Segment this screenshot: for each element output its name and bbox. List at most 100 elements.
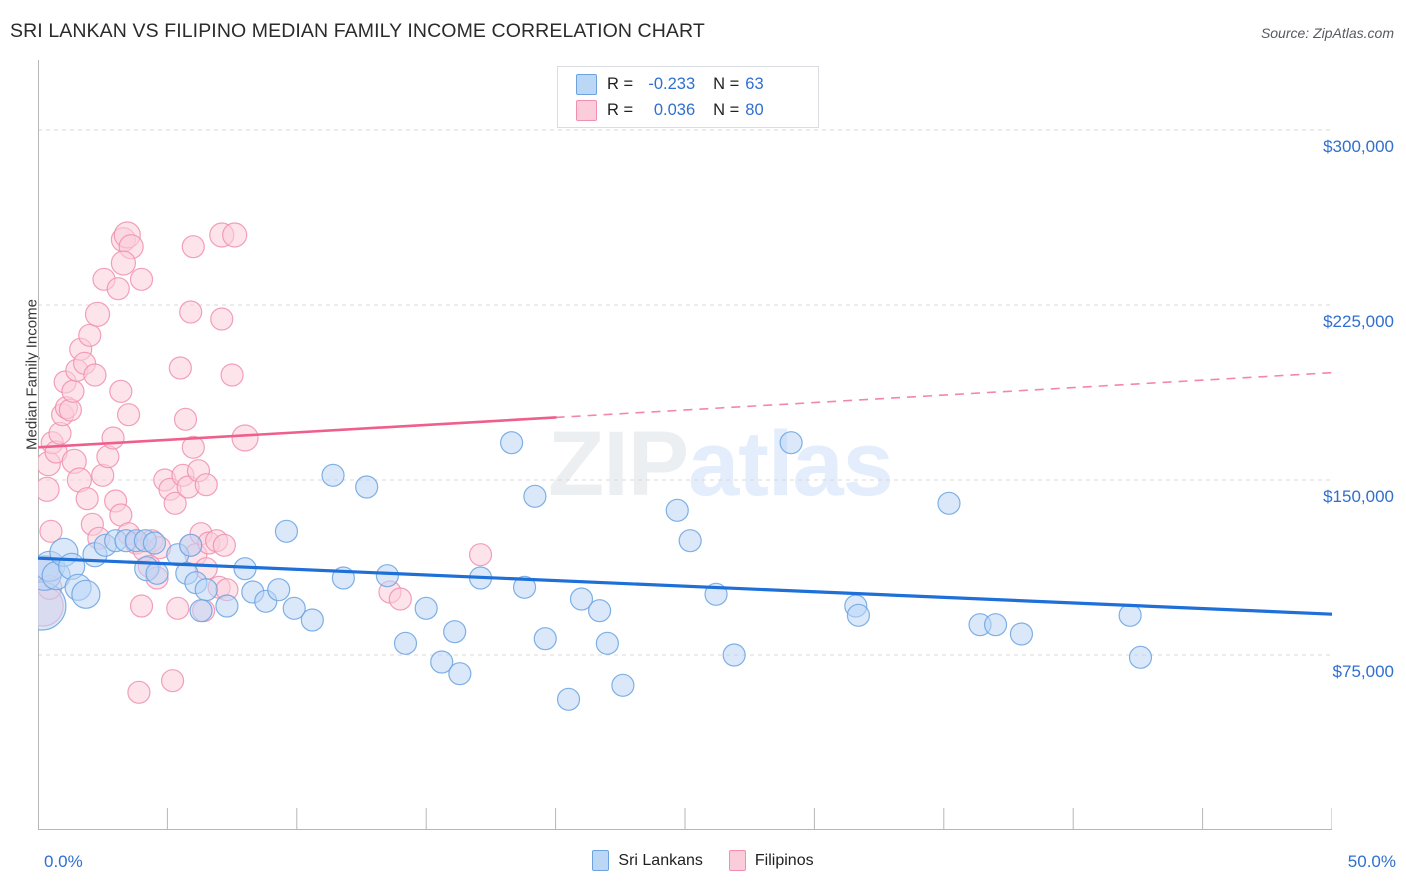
data-point[interactable] (846, 603, 871, 627)
data-point[interactable] (83, 363, 107, 387)
y-tick-label-3: $75,000 (1332, 662, 1394, 681)
data-point[interactable] (38, 476, 60, 502)
legend-n-value-sri-lankans: 63 (745, 74, 764, 93)
legend-n-label-1: N = (713, 74, 740, 93)
data-point[interactable] (587, 599, 612, 623)
y-tick-label-2: $150,000 (1323, 487, 1394, 506)
legend-r-value-sri-lankans: -0.233 (648, 74, 696, 93)
data-point[interactable] (173, 407, 198, 431)
data-point[interactable] (569, 587, 594, 611)
data-point[interactable] (194, 578, 218, 602)
data-point[interactable] (595, 631, 619, 655)
data-point[interactable] (160, 669, 185, 693)
data-point[interactable] (215, 594, 239, 618)
data-point[interactable] (321, 463, 345, 487)
data-point[interactable] (106, 277, 130, 301)
data-point[interactable] (181, 235, 205, 259)
data-point[interactable] (75, 487, 99, 511)
x-tick-label-max: 50.0% (1347, 852, 1396, 871)
data-point[interactable] (983, 613, 1008, 637)
data-point[interactable] (110, 250, 137, 276)
data-point[interactable] (181, 435, 205, 459)
legend-n-value-filipinos: 80 (745, 100, 764, 119)
data-point[interactable] (163, 491, 187, 515)
data-point[interactable] (282, 596, 306, 620)
data-point[interactable] (430, 650, 454, 674)
data-point[interactable] (166, 596, 190, 620)
trendline-filipinos-solid (38, 416, 557, 449)
data-point[interactable] (375, 564, 399, 588)
scatter-series-filipinos (38, 221, 493, 704)
data-point[interactable] (678, 529, 702, 553)
legend-r-value-filipinos: 0.036 (653, 100, 696, 119)
data-point[interactable] (179, 533, 203, 557)
data-point[interactable] (168, 356, 192, 380)
page-title: SRI LANKAN VS FILIPINO MEDIAN FAMILY INC… (10, 20, 705, 42)
data-point[interactable] (1128, 645, 1153, 669)
data-point[interactable] (179, 300, 203, 324)
legend-swatch-filipinos (576, 99, 597, 121)
series-swatch-sri-lankans (592, 850, 610, 871)
data-point[interactable] (61, 379, 85, 403)
data-point[interactable] (722, 643, 746, 667)
data-point[interactable] (523, 484, 547, 508)
data-point[interactable] (84, 301, 111, 327)
data-point[interactable] (210, 307, 234, 331)
data-point[interactable] (388, 587, 412, 611)
correlation-legend: R = -0.233 N = 63 R = 0.036 N = 80 (557, 66, 819, 128)
data-point[interactable] (355, 475, 379, 499)
data-point[interactable] (393, 631, 418, 655)
plot-area (38, 60, 1332, 830)
x-tick-label-min: 0.0% (44, 852, 83, 871)
legend-row-sri-lankans: R = -0.233 N = 63 (576, 71, 764, 97)
data-point[interactable] (101, 426, 125, 450)
data-point[interactable] (556, 687, 581, 711)
data-point[interactable] (937, 491, 961, 515)
data-point[interactable] (267, 578, 291, 602)
legend-swatch-sri-lankans (576, 73, 597, 95)
data-point[interactable] (533, 627, 557, 651)
source-attribution: Source: ZipAtlas.com (1260, 25, 1394, 41)
data-point[interactable] (212, 533, 236, 557)
legend-row-filipinos: R = 0.036 N = 80 (576, 97, 764, 123)
data-point[interactable] (300, 608, 324, 632)
data-point[interactable] (468, 543, 493, 567)
series-legend-item-sri-lankans[interactable]: Sri Lankans (592, 850, 703, 871)
series-label-filipinos: Filipinos (754, 851, 814, 869)
y-tick-label-0: $300,000 (1323, 137, 1394, 156)
data-point[interactable] (109, 379, 133, 403)
data-point[interactable] (129, 267, 154, 291)
data-point[interactable] (443, 620, 467, 644)
data-point[interactable] (1009, 622, 1034, 646)
data-point[interactable] (116, 403, 141, 427)
series-legend-item-filipinos[interactable]: Filipinos (728, 850, 814, 871)
data-point[interactable] (142, 531, 167, 555)
data-point[interactable] (500, 431, 524, 455)
data-point[interactable] (189, 599, 213, 623)
data-point[interactable] (220, 363, 244, 387)
data-point[interactable] (611, 673, 635, 697)
data-point[interactable] (512, 575, 537, 599)
data-point[interactable] (129, 594, 154, 618)
data-point[interactable] (274, 519, 299, 543)
data-point[interactable] (665, 498, 689, 522)
data-point[interactable] (222, 222, 248, 248)
series-swatch-filipinos (728, 850, 746, 871)
data-point[interactable] (71, 579, 101, 609)
data-point[interactable] (1118, 603, 1142, 627)
data-point[interactable] (127, 680, 151, 704)
legend-r-label-1: R = (607, 74, 634, 93)
data-point[interactable] (39, 519, 63, 543)
y-tick-label-1: $225,000 (1323, 312, 1394, 331)
series-legend: Sri Lankans Filipinos (0, 850, 1406, 871)
data-point[interactable] (448, 662, 472, 686)
data-point[interactable] (78, 323, 102, 347)
data-point[interactable] (231, 424, 259, 452)
data-point[interactable] (414, 596, 438, 620)
series-label-sri-lankans: Sri Lankans (618, 851, 703, 869)
data-point[interactable] (779, 431, 803, 455)
trendline-filipinos-dashed (555, 371, 1332, 419)
data-point[interactable] (145, 561, 169, 585)
data-point[interactable] (194, 473, 218, 497)
